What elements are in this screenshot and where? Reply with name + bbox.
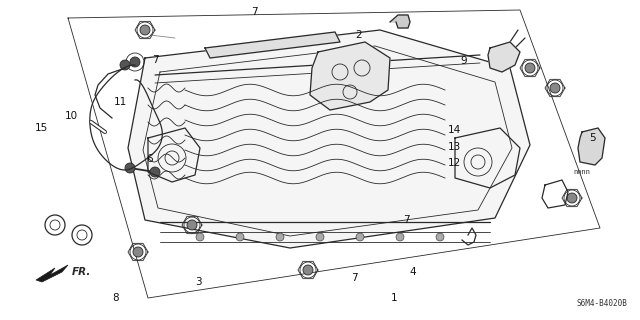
Text: 13: 13 bbox=[448, 141, 461, 152]
Polygon shape bbox=[390, 15, 410, 28]
Circle shape bbox=[276, 233, 284, 241]
Text: FR.: FR. bbox=[72, 267, 92, 277]
Text: 9: 9 bbox=[461, 56, 467, 67]
Circle shape bbox=[303, 265, 313, 275]
Text: 14: 14 bbox=[448, 124, 461, 135]
Text: 2: 2 bbox=[355, 29, 362, 40]
Circle shape bbox=[567, 193, 577, 203]
Text: 6: 6 bbox=[146, 154, 152, 164]
Circle shape bbox=[436, 233, 444, 241]
Polygon shape bbox=[310, 42, 390, 110]
Text: 10: 10 bbox=[65, 111, 78, 121]
Circle shape bbox=[236, 233, 244, 241]
Text: 7: 7 bbox=[152, 55, 158, 65]
Circle shape bbox=[133, 247, 143, 257]
Text: 8: 8 bbox=[112, 293, 118, 303]
Circle shape bbox=[130, 57, 140, 67]
Text: 7: 7 bbox=[403, 215, 410, 225]
Text: S6M4-B4020B: S6M4-B4020B bbox=[576, 299, 627, 308]
Text: 3: 3 bbox=[195, 276, 202, 287]
Circle shape bbox=[196, 233, 204, 241]
Circle shape bbox=[120, 60, 130, 70]
Text: 7: 7 bbox=[351, 273, 357, 284]
Polygon shape bbox=[36, 265, 68, 282]
Circle shape bbox=[125, 163, 135, 173]
Circle shape bbox=[550, 83, 560, 93]
Polygon shape bbox=[205, 32, 340, 58]
Text: nnnn: nnnn bbox=[573, 169, 591, 175]
Text: 1: 1 bbox=[390, 292, 397, 303]
Circle shape bbox=[316, 233, 324, 241]
Circle shape bbox=[525, 63, 535, 73]
Circle shape bbox=[187, 220, 197, 230]
Circle shape bbox=[396, 233, 404, 241]
Circle shape bbox=[140, 25, 150, 35]
Text: 4: 4 bbox=[410, 267, 416, 277]
Polygon shape bbox=[578, 128, 605, 165]
Text: 5: 5 bbox=[589, 132, 595, 143]
Text: 11: 11 bbox=[114, 97, 127, 107]
Polygon shape bbox=[128, 30, 530, 248]
Text: 7: 7 bbox=[252, 7, 258, 17]
Text: 15: 15 bbox=[35, 123, 49, 133]
Polygon shape bbox=[488, 42, 520, 72]
Circle shape bbox=[150, 167, 160, 177]
Circle shape bbox=[356, 233, 364, 241]
Text: 12: 12 bbox=[448, 157, 461, 168]
